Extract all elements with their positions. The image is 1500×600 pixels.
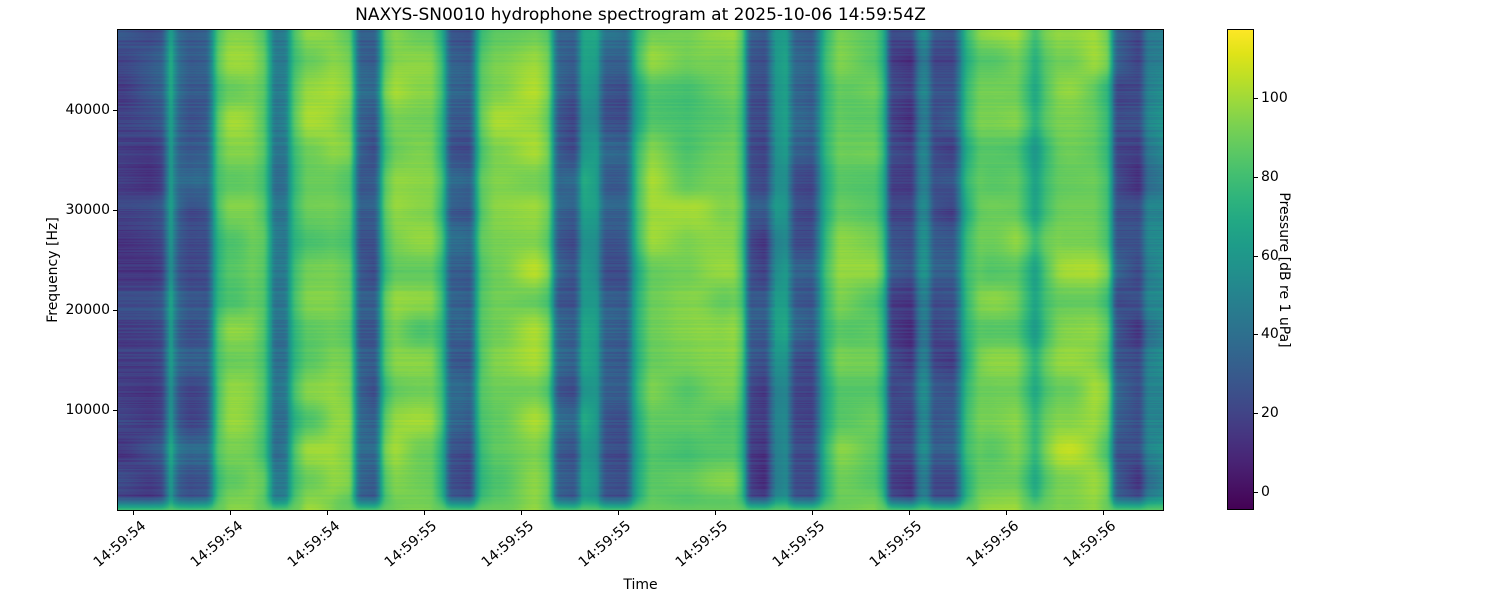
y-axis-tick-label: 40000	[65, 102, 110, 118]
colorbar-tick-label: 20	[1261, 405, 1279, 421]
colorbar-tick-mark	[1254, 98, 1258, 99]
x-axis-tick-label: 14:59:56	[1060, 518, 1120, 571]
x-axis-tick-mark	[618, 511, 619, 515]
y-axis-tick-mark	[113, 310, 117, 311]
y-axis-tick-mark	[113, 110, 117, 111]
x-axis-tick-label: 14:59:54	[90, 518, 150, 571]
colorbar-tick-label: 60	[1261, 248, 1279, 264]
x-axis-tick-label: 14:59:54	[187, 518, 247, 571]
y-axis-tick-mark	[113, 410, 117, 411]
x-axis-label: Time	[623, 577, 658, 593]
x-axis-tick-mark	[230, 511, 231, 515]
x-axis-tick-label: 14:59:56	[963, 518, 1023, 571]
colorbar-tick-label: 40	[1261, 326, 1279, 342]
x-axis-tick-mark	[521, 511, 522, 515]
x-axis-tick-label: 14:59:55	[866, 518, 926, 571]
x-axis-tick-mark	[812, 511, 813, 515]
colorbar-tick-mark	[1254, 256, 1258, 257]
colorbar-tick-mark	[1254, 492, 1258, 493]
x-axis-tick-mark	[424, 511, 425, 515]
colorbar-tick-mark	[1254, 177, 1258, 178]
y-axis-tick-label: 30000	[65, 202, 110, 218]
x-axis-tick-mark	[133, 511, 134, 515]
colorbar-gradient	[1228, 30, 1253, 509]
x-axis-tick-label: 14:59:55	[575, 518, 635, 571]
x-axis-tick-label: 14:59:55	[769, 518, 829, 571]
y-axis-tick-label: 20000	[65, 302, 110, 318]
x-axis-tick-mark	[1006, 511, 1007, 515]
x-axis-tick-label: 14:59:54	[284, 518, 344, 571]
x-axis-tick-label: 14:59:55	[381, 518, 441, 571]
x-axis-tick-mark	[1103, 511, 1104, 515]
colorbar	[1227, 29, 1254, 510]
colorbar-tick-label: 100	[1261, 90, 1288, 106]
x-axis-tick-label: 14:59:55	[672, 518, 732, 571]
colorbar-tick-label: 0	[1261, 484, 1270, 500]
x-axis-tick-mark	[715, 511, 716, 515]
y-axis-tick-mark	[113, 210, 117, 211]
colorbar-tick-label: 80	[1261, 169, 1279, 185]
colorbar-tick-mark	[1254, 334, 1258, 335]
spectrogram-heatmap	[118, 30, 1163, 510]
colorbar-tick-mark	[1254, 413, 1258, 414]
plot-area	[117, 29, 1164, 511]
x-axis-tick-mark	[909, 511, 910, 515]
x-axis-tick-mark	[327, 511, 328, 515]
chart-title: NAXYS-SN0010 hydrophone spectrogram at 2…	[355, 5, 926, 25]
x-axis-tick-label: 14:59:55	[478, 518, 538, 571]
y-axis-tick-label: 10000	[65, 402, 110, 418]
colorbar-label: Pressure [dB re 1 uPa]	[1276, 192, 1292, 348]
